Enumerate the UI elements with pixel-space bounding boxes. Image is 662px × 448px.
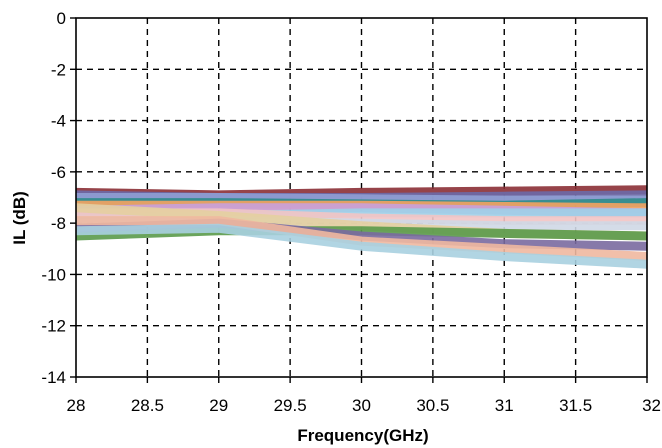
y-tick-label: -8	[51, 214, 66, 233]
series-lines	[75, 185, 648, 269]
y-axis-title: IL (dB)	[10, 191, 29, 245]
y-tick-label: -14	[41, 368, 66, 387]
y-tick-label: -4	[51, 112, 66, 131]
x-tick-label: 28	[67, 396, 86, 415]
x-tick-label: 31.5	[559, 396, 592, 415]
y-tick-label: 0	[57, 9, 66, 28]
x-tick-label: 31	[495, 396, 514, 415]
x-tick-labels: 28 28.5 29 29.5 30 30.5 31 31.5 32	[67, 396, 661, 415]
axes	[70, 17, 648, 383]
x-tick-label: 29	[209, 396, 228, 415]
series-line-13	[76, 216, 648, 261]
x-axis-title: Frequency(GHz)	[297, 426, 428, 445]
y-tick-labels: 0 -2 -4 -6 -8 -10 -12 -14	[41, 9, 66, 387]
series-line-14	[75, 223, 648, 269]
x-tick-label: 28.5	[131, 396, 164, 415]
x-tick-label: 30	[352, 396, 371, 415]
y-tick-label: -10	[41, 265, 66, 284]
x-tick-label: 32	[642, 396, 661, 415]
y-tick-label: -12	[41, 317, 66, 336]
x-tick-label: 30.5	[416, 396, 449, 415]
x-tick-label: 29.5	[274, 396, 307, 415]
y-tick-label: -6	[51, 163, 66, 182]
y-tick-label: -2	[51, 60, 66, 79]
